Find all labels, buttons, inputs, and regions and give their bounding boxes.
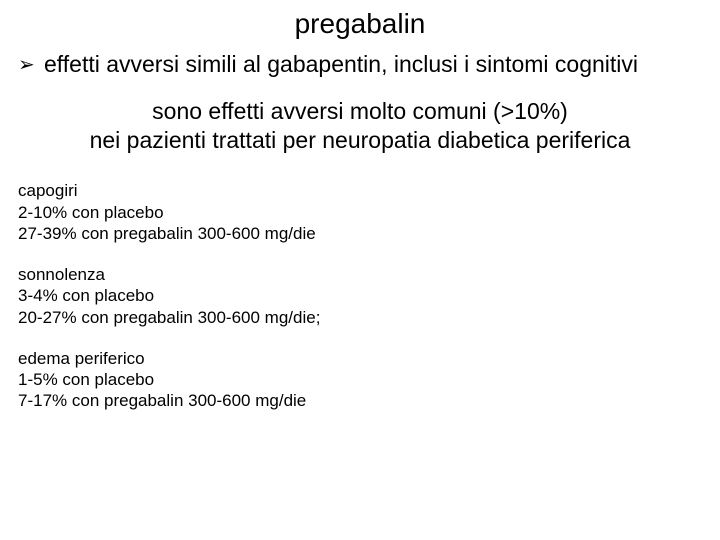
center-note: sono effetti avversi molto comuni (>10%)…: [18, 97, 702, 155]
bullet-text: effetti avversi simili al gabapentin, in…: [44, 50, 702, 79]
adverse-event-block: capogiri 2-10% con placebo 27-39% con pr…: [18, 180, 702, 244]
adverse-event-drug: 20-27% con pregabalin 300-600 mg/die;: [18, 307, 702, 328]
slide: pregabalin ➢ effetti avversi simili al g…: [0, 0, 720, 540]
adverse-event-block: edema periferico 1-5% con placebo 7-17% …: [18, 348, 702, 412]
slide-title: pregabalin: [18, 8, 702, 40]
center-note-line1: sono effetti avversi molto comuni (>10%): [18, 97, 702, 126]
adverse-event-drug: 7-17% con pregabalin 300-600 mg/die: [18, 390, 702, 411]
bullet-item: ➢ effetti avversi simili al gabapentin, …: [18, 50, 702, 79]
center-note-line2: nei pazienti trattati per neuropatia dia…: [18, 126, 702, 155]
adverse-event-name: edema periferico: [18, 348, 702, 369]
adverse-event-placebo: 1-5% con placebo: [18, 369, 702, 390]
adverse-event-placebo: 3-4% con placebo: [18, 285, 702, 306]
bullet-arrow-icon: ➢: [18, 50, 44, 78]
adverse-event-name: sonnolenza: [18, 264, 702, 285]
adverse-event-name: capogiri: [18, 180, 702, 201]
adverse-event-block: sonnolenza 3-4% con placebo 20-27% con p…: [18, 264, 702, 328]
adverse-event-placebo: 2-10% con placebo: [18, 202, 702, 223]
adverse-event-drug: 27-39% con pregabalin 300-600 mg/die: [18, 223, 702, 244]
